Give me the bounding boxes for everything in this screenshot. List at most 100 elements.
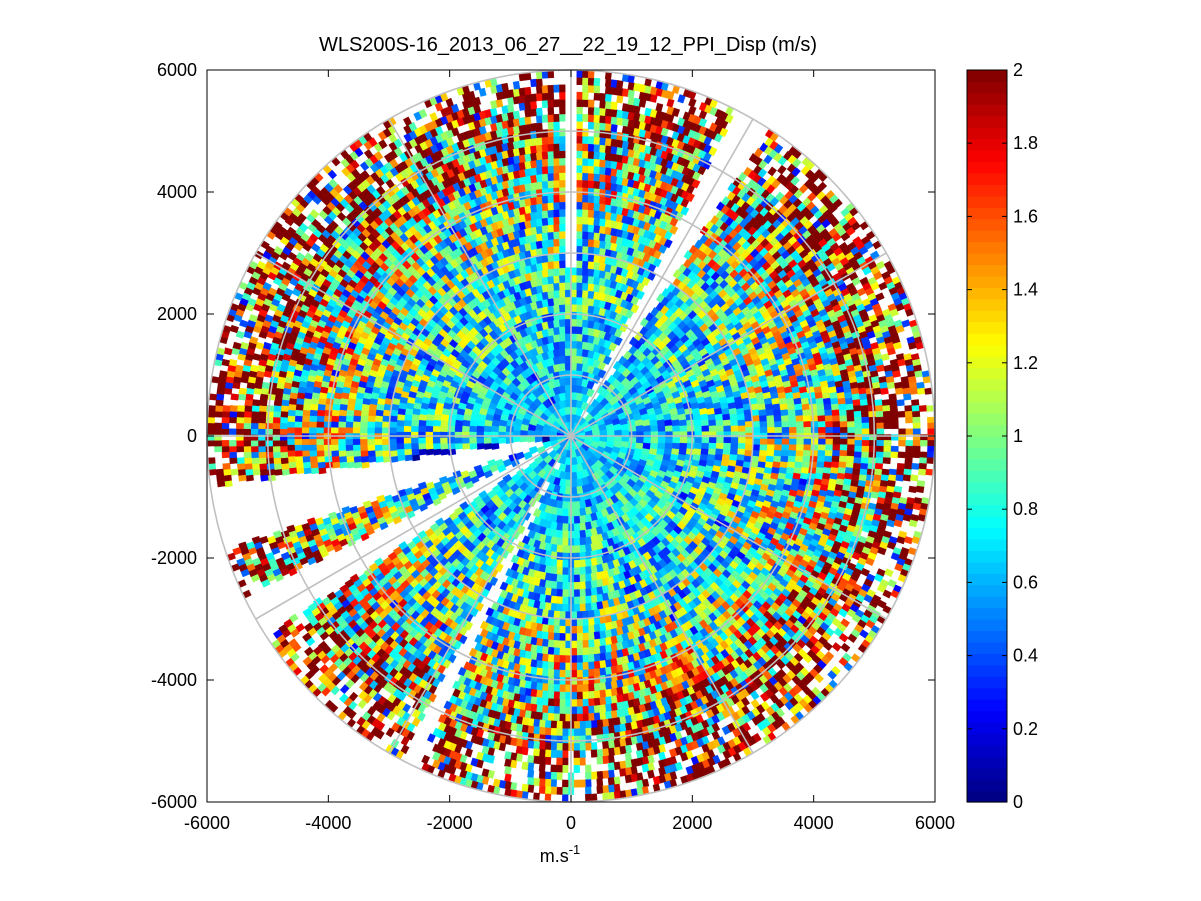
data-cell xyxy=(309,455,318,463)
data-cell xyxy=(774,438,783,446)
data-cell xyxy=(559,684,566,693)
data-cell xyxy=(541,239,549,249)
data-cell xyxy=(564,318,572,327)
data-cell xyxy=(576,311,584,320)
data-cell xyxy=(573,552,581,561)
data-cell xyxy=(576,267,583,276)
data-cell xyxy=(302,461,312,469)
data-cell xyxy=(576,333,584,342)
data-cell xyxy=(576,165,583,173)
data-cell xyxy=(576,245,583,254)
data-cell xyxy=(564,677,572,686)
data-cell xyxy=(561,545,569,554)
data-cell xyxy=(582,669,589,678)
data-cell xyxy=(547,668,555,678)
data-cell xyxy=(832,450,841,457)
data-cell xyxy=(573,501,581,510)
data-cell xyxy=(547,297,555,307)
data-cell xyxy=(558,289,566,298)
data-cell xyxy=(547,275,555,285)
data-cell xyxy=(728,407,738,416)
data-cell xyxy=(454,442,463,450)
data-cell xyxy=(825,426,834,434)
data-cell xyxy=(558,311,566,320)
data-cell xyxy=(553,216,560,225)
data-cell xyxy=(553,238,560,247)
data-cell xyxy=(483,437,492,444)
data-cell xyxy=(602,355,612,365)
data-cell xyxy=(547,224,555,233)
data-cell xyxy=(301,444,310,451)
data-cell xyxy=(316,415,325,422)
data-cell xyxy=(559,655,566,664)
data-cell xyxy=(579,529,587,539)
data-cell xyxy=(497,479,507,489)
data-cell xyxy=(425,437,434,444)
data-cell xyxy=(722,413,731,421)
data-cell xyxy=(587,209,595,218)
data-cell xyxy=(396,419,405,427)
data-cell xyxy=(584,558,592,568)
data-cell xyxy=(564,333,572,342)
data-cell xyxy=(308,426,317,434)
data-cell xyxy=(553,275,560,284)
data-cell xyxy=(559,282,566,291)
data-cell xyxy=(628,437,637,444)
data-cell xyxy=(599,660,607,669)
data-cell xyxy=(352,450,362,457)
data-cell xyxy=(570,267,578,276)
data-cell xyxy=(425,425,434,432)
data-cell xyxy=(780,415,790,422)
data-cell xyxy=(323,421,332,428)
data-cell xyxy=(573,530,581,539)
data-cell xyxy=(417,425,426,432)
data-cell xyxy=(535,181,543,190)
data-cell xyxy=(579,507,587,517)
data-cell xyxy=(810,415,819,422)
data-cell xyxy=(694,437,703,444)
data-cell xyxy=(570,655,578,664)
data-cell xyxy=(664,419,673,427)
data-cell xyxy=(564,362,572,371)
data-cell xyxy=(700,413,709,421)
data-cell xyxy=(582,654,589,663)
data-cell xyxy=(795,409,804,417)
data-cell xyxy=(559,194,566,203)
data-cell xyxy=(301,438,310,446)
data-cell xyxy=(558,318,566,327)
data-cell xyxy=(535,173,543,183)
data-cell xyxy=(564,311,572,320)
data-cell xyxy=(773,415,782,422)
data-cell xyxy=(459,501,470,511)
data-cell xyxy=(796,444,804,451)
data-cell xyxy=(831,409,840,417)
data-cell xyxy=(708,419,717,427)
data-cell xyxy=(528,460,539,471)
data-cell xyxy=(737,419,746,427)
data-cell xyxy=(767,426,776,434)
data-cell xyxy=(558,304,566,313)
data-cell xyxy=(590,602,598,611)
data-cell xyxy=(556,581,563,590)
data-cell xyxy=(561,603,569,612)
data-cell xyxy=(730,442,739,450)
data-cell xyxy=(559,640,566,649)
data-cell xyxy=(553,223,560,232)
data-cell xyxy=(367,455,377,463)
data-cell xyxy=(418,448,427,456)
data-cell xyxy=(352,444,361,451)
data-cell xyxy=(570,355,578,364)
data-cell xyxy=(830,397,839,405)
data-cell xyxy=(794,403,803,411)
data-cell xyxy=(759,421,768,428)
data-cell xyxy=(824,409,833,417)
data-cell xyxy=(582,238,589,247)
data-cell xyxy=(564,633,572,642)
data-cell xyxy=(599,652,607,662)
data-cell xyxy=(530,174,538,184)
data-cell xyxy=(374,438,383,446)
data-cell xyxy=(573,523,581,532)
data-cell xyxy=(766,421,775,428)
data-cell xyxy=(823,461,832,469)
data-cell xyxy=(541,660,549,670)
